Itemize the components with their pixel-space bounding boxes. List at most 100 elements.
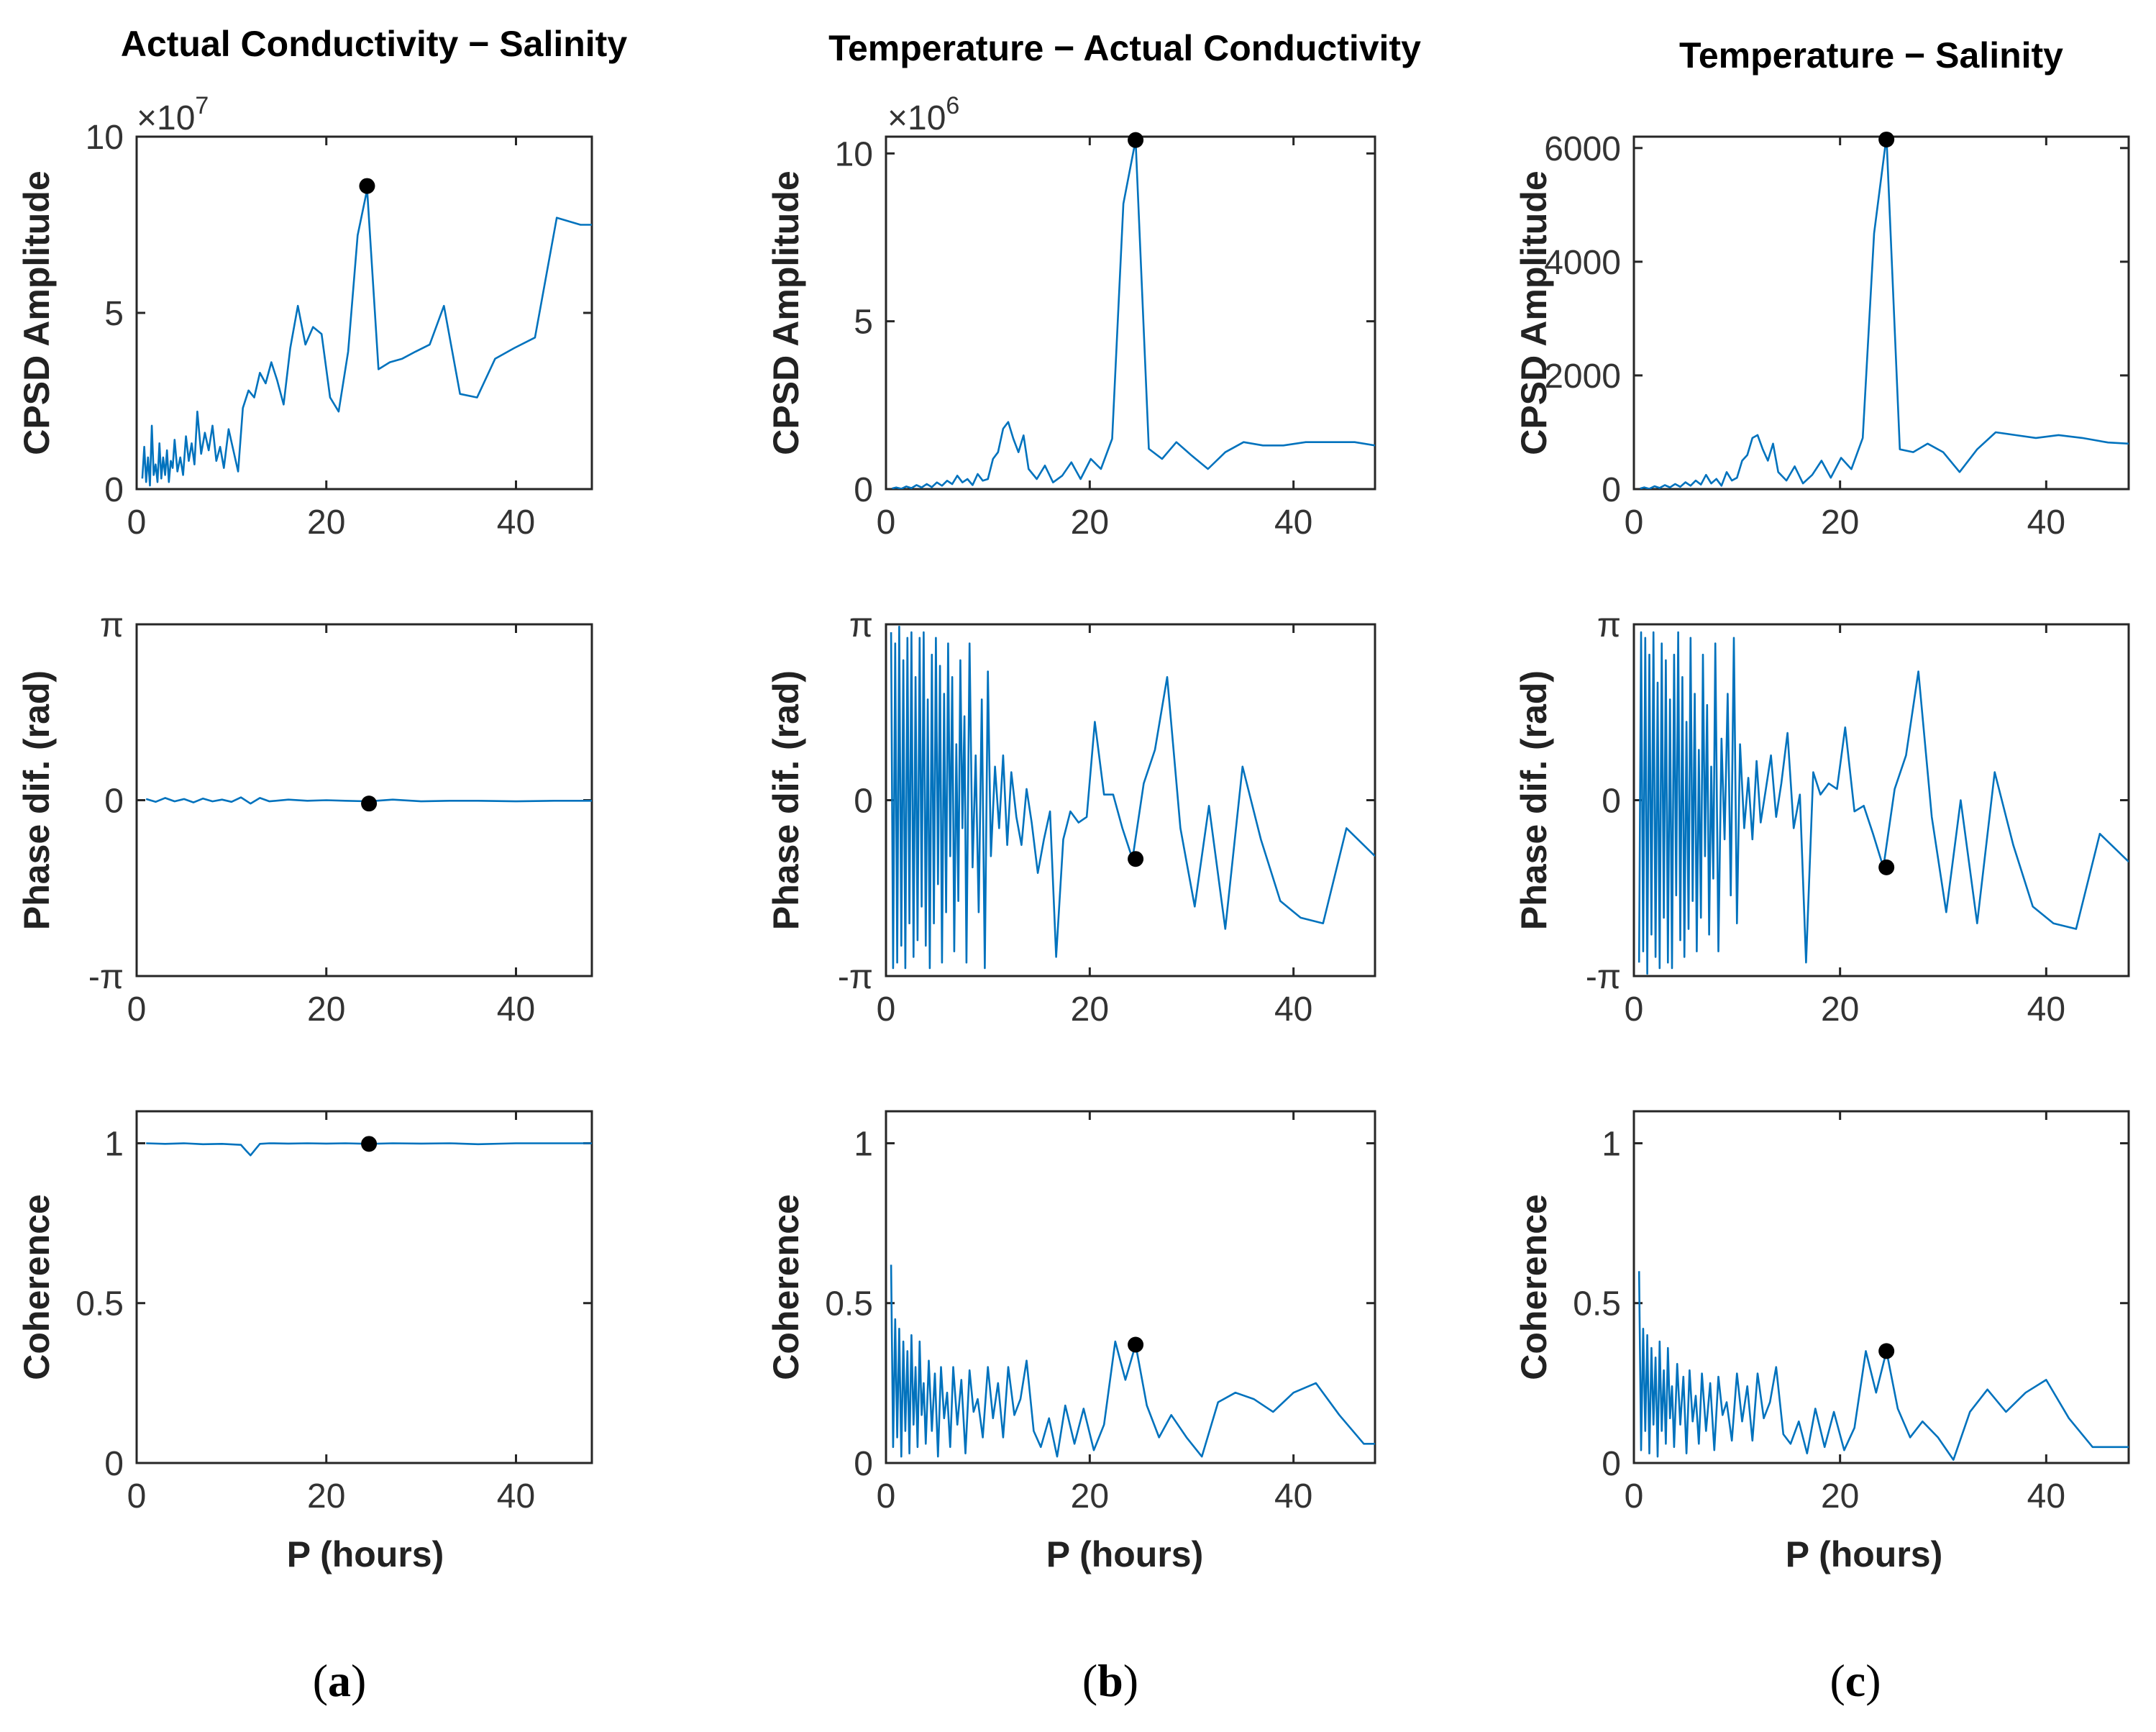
axes-box	[885, 1110, 1376, 1464]
y-tick-label: 1	[104, 1125, 124, 1163]
y-tick-label: -π	[1586, 958, 1621, 996]
y-tick-label: 0	[1602, 471, 1621, 509]
y-tick-label: 1	[1602, 1125, 1621, 1163]
peak-marker	[1128, 1336, 1144, 1353]
y-tick-label: 10	[86, 119, 124, 157]
panel-label-c: (c)	[1830, 1655, 1881, 1706]
x-tick-label: 0	[127, 503, 147, 542]
y-tick-label: 0.5	[76, 1285, 124, 1323]
x-tick-label: 20	[1071, 503, 1109, 542]
series-line	[1640, 137, 2129, 489]
y-tick-label: 0	[1602, 1445, 1621, 1483]
x-tick-label: 0	[1625, 503, 1644, 542]
xlabel-a: P (hours)	[287, 1534, 444, 1574]
series-line	[890, 625, 1375, 970]
x-tick-label: 0	[877, 503, 896, 542]
y-axis-label: Coherence	[1514, 1194, 1554, 1380]
y-axis-label: Phase dif. (rad)	[17, 670, 57, 930]
y-tick-label: 0	[854, 783, 873, 821]
title-col-a: Actual Conductivity − Salinity	[121, 24, 627, 64]
x-tick-label: 20	[307, 1477, 345, 1516]
y-tick-label: 0	[104, 1445, 124, 1483]
peak-marker	[1878, 1343, 1895, 1359]
peak-marker	[1128, 851, 1144, 867]
y-axis-label: CPSD Amplitude	[1514, 170, 1554, 455]
series-line	[141, 188, 592, 487]
panel-b-coherence: 0 20 40 0 0.5 1 Coherence	[766, 1110, 1376, 1516]
title-col-b: Temperature − Actual Conductivity	[828, 28, 1421, 68]
x-tick-label: 0	[127, 1477, 147, 1516]
axes-box	[885, 135, 1376, 491]
y-axis-label: Phase dif. (rad)	[766, 670, 806, 930]
x-tick-label: 20	[307, 990, 345, 1029]
y-tick-label: 0.5	[1573, 1285, 1621, 1323]
peak-marker	[1128, 132, 1144, 148]
axes-box	[1632, 1110, 2130, 1464]
x-tick-label: 0	[1625, 1477, 1644, 1516]
y-tick-label: 5	[104, 295, 124, 333]
x-tick-label: 40	[2027, 503, 2065, 542]
x-tick-label: 0	[127, 990, 147, 1029]
peak-marker	[359, 178, 375, 194]
panel-c-coherence: 0 20 40 0 0.5 1 Coherence	[1514, 1110, 2130, 1516]
x-tick-label: 20	[1071, 1477, 1109, 1516]
series-line	[890, 1264, 1375, 1458]
peak-marker	[1878, 131, 1895, 147]
x-tick-label: 0	[877, 990, 896, 1029]
panel-label-b: (b)	[1082, 1655, 1138, 1706]
x-tick-label: 20	[1821, 503, 1859, 542]
x-tick-label: 20	[1821, 1477, 1859, 1516]
axes-box	[135, 1110, 593, 1464]
peak-marker	[1878, 859, 1895, 875]
y-tick-label: π	[100, 606, 124, 644]
x-tick-label: 20	[1821, 990, 1859, 1029]
y-tick-label: 6000	[1544, 130, 1621, 168]
y-axis-label: CPSD Amplitude	[17, 170, 57, 455]
x-tick-label: 40	[1274, 1477, 1312, 1516]
y-tick-label: 2000	[1544, 357, 1621, 396]
y-tick-label: -π	[838, 958, 873, 996]
y-tick-label: 4000	[1544, 244, 1621, 282]
series-line	[145, 796, 592, 805]
y-tick-label: 0	[854, 1445, 873, 1483]
exponent-b: ×106	[887, 92, 959, 137]
y-tick-label: 0	[854, 471, 873, 509]
panel-a-cpsd: 0 20 40 0 5 10 CPSD Amplitude	[17, 119, 593, 542]
series-line	[892, 139, 1375, 489]
y-axis-label: Coherence	[17, 1194, 57, 1380]
series-line	[1637, 1271, 2129, 1461]
y-axis-label: Phase dif. (rad)	[1514, 670, 1554, 930]
x-tick-label: 40	[1274, 503, 1312, 542]
x-tick-label: 0	[1625, 990, 1644, 1029]
panel-label-a: (a)	[313, 1655, 367, 1706]
y-axis-label: Coherence	[766, 1194, 806, 1380]
x-tick-label: 40	[497, 1477, 535, 1516]
x-tick-label: 40	[497, 503, 535, 542]
x-tick-label: 40	[2027, 1477, 2065, 1516]
y-tick-label: 1	[854, 1125, 873, 1163]
y-tick-label: -π	[88, 958, 124, 996]
x-tick-label: 0	[877, 1477, 896, 1516]
x-tick-label: 20	[307, 503, 345, 542]
x-tick-label: 40	[2027, 990, 2065, 1029]
x-tick-label: 40	[1274, 990, 1312, 1029]
xlabel-c: P (hours)	[1786, 1534, 1943, 1574]
y-tick-label: 0.5	[825, 1285, 873, 1323]
panel-a-coherence: 0 20 40 0 0.5 1 Coherence	[17, 1110, 593, 1516]
panel-b-cpsd: 0 20 40 0 5 10 CPSD Amplitude	[766, 132, 1376, 542]
y-tick-label: 0	[104, 471, 124, 509]
series-line	[146, 1142, 592, 1157]
y-tick-label: 5	[854, 304, 873, 342]
y-tick-label: 0	[104, 783, 124, 821]
y-tick-label: π	[849, 606, 873, 644]
x-tick-label: 20	[1071, 990, 1109, 1029]
series-line	[1637, 631, 2129, 975]
peak-marker	[361, 796, 378, 812]
y-tick-label: 10	[835, 135, 873, 173]
peak-marker	[361, 1136, 378, 1152]
